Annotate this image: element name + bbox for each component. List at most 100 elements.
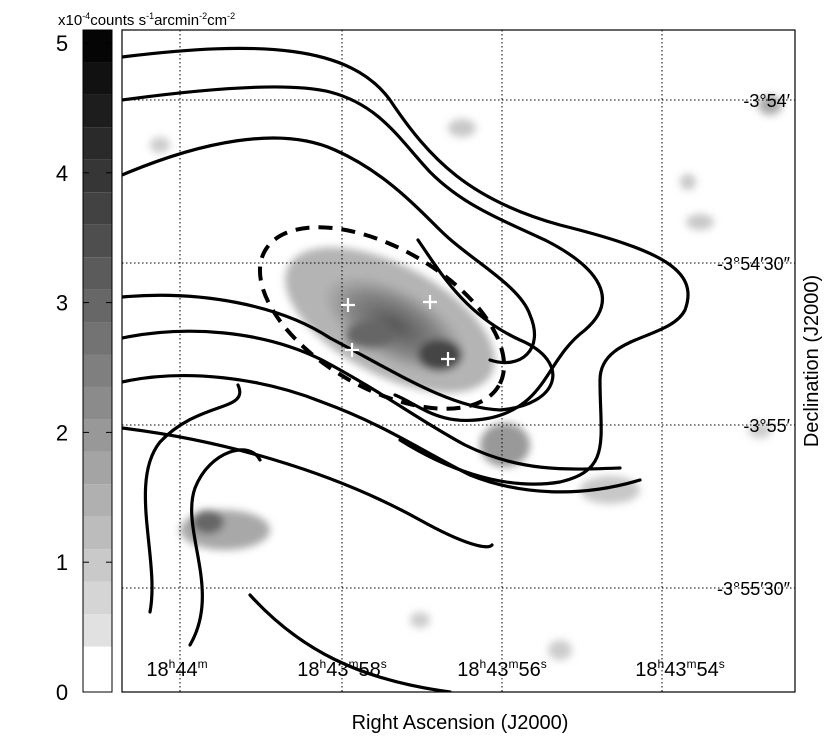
- blob: [448, 119, 476, 137]
- image-plot: [122, 30, 795, 692]
- blob: [192, 510, 224, 534]
- superscript: m: [508, 657, 518, 671]
- colorbar-tick-label: 3: [56, 291, 68, 316]
- colorbar-step: [83, 62, 112, 95]
- emission: [150, 95, 782, 660]
- dec-tick-label: -3°54′: [743, 91, 790, 111]
- text-part: 18: [297, 659, 319, 681]
- colorbar-frame: [82, 29, 113, 693]
- blob: [345, 321, 395, 349]
- contour: [122, 426, 494, 549]
- colorbar-step: [83, 614, 112, 647]
- superscript: -2: [227, 11, 235, 21]
- colorbar-step: [83, 322, 112, 355]
- ra-tick-label: 18h43m56s: [457, 657, 546, 681]
- colorbar-step: [83, 289, 112, 323]
- y-axis-label: Declination (J2000): [801, 275, 823, 447]
- cross-marker: [441, 352, 455, 366]
- ra-tick-label: 18h43m58s: [297, 657, 386, 681]
- superscript: m: [198, 657, 208, 671]
- contour: [122, 85, 604, 423]
- cross-marker: [345, 343, 359, 357]
- source-region: [257, 225, 507, 411]
- contour: [122, 374, 642, 494]
- superscript: m: [686, 657, 696, 671]
- colorbar-step: [83, 30, 112, 63]
- blob: [418, 339, 462, 371]
- colorbar-step: [83, 224, 112, 258]
- ra-tick-label: 18h43m54s: [635, 657, 724, 681]
- dec-tick-label: -3°55′30″: [717, 579, 791, 599]
- dec-tick-label: -3°54′30″: [717, 254, 791, 274]
- text-part: 56: [518, 659, 540, 681]
- colorbar-step: [83, 549, 112, 582]
- superscript: m: [348, 657, 358, 671]
- blob: [150, 137, 170, 153]
- cross-marker: [423, 295, 437, 309]
- grid: [122, 30, 795, 692]
- superscript: h: [320, 657, 327, 671]
- source-markers: [341, 295, 455, 366]
- colorbar-tick-label: 0: [56, 680, 68, 705]
- colorbar-step: [83, 159, 112, 193]
- colorbar-tick-label: 5: [56, 31, 68, 56]
- superscript: h: [169, 657, 176, 671]
- text-part: 18: [457, 659, 479, 681]
- colorbar-step: [83, 94, 112, 128]
- ra-tick-label: 18h44m: [146, 657, 207, 681]
- colorbar-step: [83, 646, 112, 692]
- contour: [188, 448, 262, 647]
- superscript: s: [719, 657, 725, 671]
- colorbar-step: [83, 127, 112, 160]
- colorbar-step: [83, 386, 112, 420]
- colorbar-step: [83, 581, 112, 615]
- colorbar-step: [83, 516, 112, 550]
- blob: [410, 612, 430, 628]
- colorbar-step: [83, 192, 112, 225]
- text-part: x10: [58, 12, 82, 29]
- contours: [122, 46, 690, 692]
- colorbar-label: x10-4counts s-1arcmin-2cm-2: [58, 11, 235, 29]
- superscript: -4: [82, 11, 90, 21]
- colorbar-step: [83, 354, 112, 387]
- superscript: s: [381, 657, 387, 671]
- text-part: 58: [358, 659, 380, 681]
- contour: [248, 593, 452, 692]
- dec-tick-label: -3°55′: [743, 416, 790, 436]
- superscript: s: [541, 657, 547, 671]
- blob: [748, 422, 772, 438]
- colorbar-tick-label: 1: [56, 550, 68, 575]
- superscript: -2: [199, 11, 207, 21]
- superscript: -1: [146, 11, 154, 21]
- colorbar-tick-label: 2: [56, 420, 68, 445]
- contour: [143, 383, 242, 614]
- superscript: h: [658, 657, 665, 671]
- x-axis-label: Right Ascension (J2000): [352, 712, 569, 734]
- colorbar-step: [83, 484, 112, 517]
- blob: [680, 174, 696, 190]
- contour: [122, 238, 555, 412]
- plot-frame: [121, 29, 796, 693]
- text-part: cm: [207, 12, 227, 29]
- blob: [686, 214, 714, 230]
- text-part: 54: [696, 659, 718, 681]
- text-part: 43: [326, 659, 348, 681]
- text-part: arcmin: [154, 12, 199, 29]
- colorbar-step: [83, 451, 112, 485]
- text-part: 43: [664, 659, 686, 681]
- colorbar-step: [83, 419, 112, 452]
- contour: [122, 136, 537, 365]
- colorbar-step: [83, 257, 112, 290]
- text-part: 18: [635, 659, 657, 681]
- superscript: h: [480, 657, 487, 671]
- text-part: 18: [146, 659, 168, 681]
- blob: [758, 95, 782, 115]
- text-part: 43: [486, 659, 508, 681]
- text-part: counts s: [90, 12, 146, 29]
- blob: [548, 640, 572, 660]
- text-part: 44: [175, 659, 197, 681]
- contour: [122, 46, 690, 486]
- colorbar-tick-label: 4: [56, 161, 68, 186]
